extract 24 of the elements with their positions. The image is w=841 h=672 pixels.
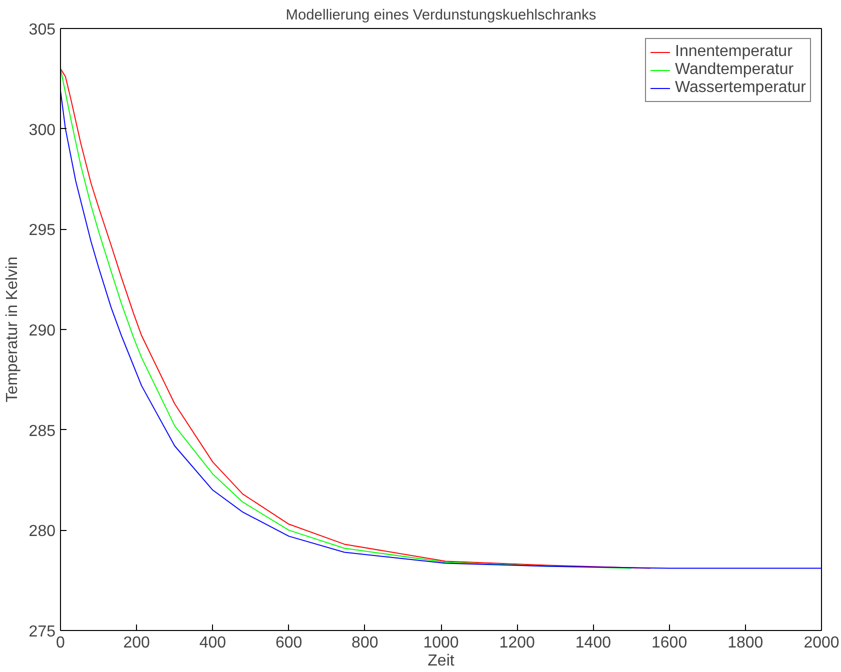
x-tick-label: 600 <box>275 634 302 652</box>
y-tick-label: 285 <box>28 422 56 440</box>
x-tick-label: 1200 <box>499 634 535 652</box>
x-tick-label: 200 <box>123 634 150 652</box>
y-tick-label: 275 <box>28 624 56 640</box>
y-tick-label: 295 <box>28 222 56 240</box>
legend-label: Wandtemperatur <box>675 61 794 79</box>
x-tick-label: 2000 <box>804 634 840 652</box>
legend-label: Wassertemperatur <box>675 79 806 97</box>
x-tick-label: 1800 <box>728 634 764 652</box>
x-tick-label: 1000 <box>423 634 459 652</box>
y-tick-label: 280 <box>28 523 56 540</box>
y-tick-label: 290 <box>28 322 56 340</box>
y-tick-label: 300 <box>28 122 56 139</box>
chart-title: Modellierung eines Verdunstungskuehlschranks <box>286 8 596 24</box>
y-tick-label: 305 <box>28 22 56 38</box>
y-axis-title: Temperatur in Kelvin <box>4 256 21 402</box>
x-tick-label: 400 <box>199 634 226 652</box>
legend-label: Innentemperatur <box>675 43 792 61</box>
x-tick-label: 800 <box>352 634 378 652</box>
x-tick-label: 1400 <box>575 634 612 652</box>
x-tick-label: 0 <box>56 634 66 652</box>
x-tick-label: 1600 <box>652 634 688 652</box>
x-axis-title: Zeit <box>428 652 455 670</box>
